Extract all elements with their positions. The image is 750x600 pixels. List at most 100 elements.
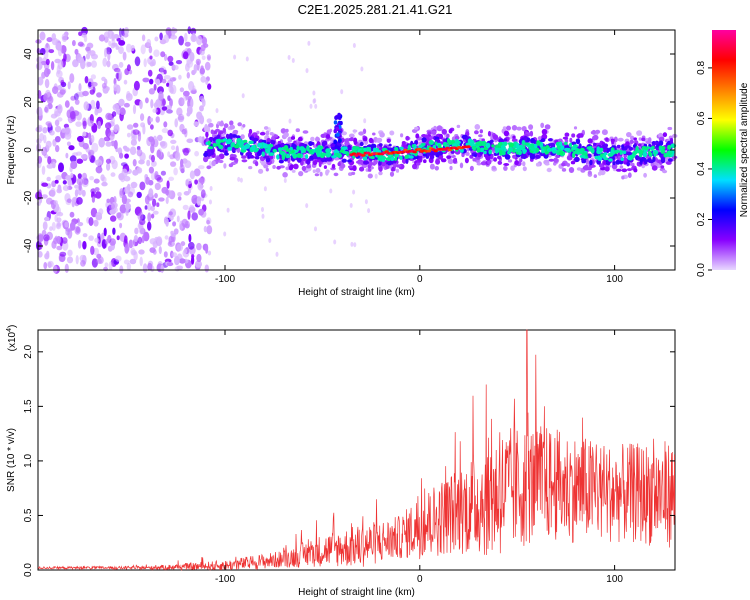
spectrogram-cell bbox=[153, 83, 157, 91]
spectrogram-cell bbox=[112, 227, 116, 235]
spectrogram-cell bbox=[275, 251, 279, 257]
spectrogram-cell bbox=[594, 155, 599, 160]
spectrogram-cell bbox=[147, 69, 153, 77]
spectrogram-cell bbox=[119, 27, 122, 38]
spectrogram-cell bbox=[575, 138, 581, 145]
spectrogram-cell bbox=[207, 56, 211, 61]
spectrogram-cell bbox=[110, 42, 116, 49]
spectrogram-cell bbox=[579, 154, 586, 159]
spectrogram-cell bbox=[561, 168, 567, 172]
spectrogram-cell bbox=[57, 184, 62, 192]
spectrogram-cell bbox=[177, 113, 185, 123]
spectrogram-cell bbox=[277, 140, 282, 146]
spectrogram-cell bbox=[46, 197, 53, 205]
spectrogram-cell bbox=[227, 139, 233, 143]
spectrogram-cell bbox=[186, 72, 190, 79]
spectrogram-cell bbox=[572, 152, 576, 159]
spectrogram-cell bbox=[474, 130, 479, 135]
spectrogram-cell bbox=[216, 156, 221, 161]
spectrogram-cell bbox=[156, 202, 160, 207]
spectrogram-cell bbox=[545, 145, 550, 149]
spectrogram-cell bbox=[149, 61, 155, 66]
spectrogram-cell bbox=[365, 151, 371, 155]
spectrogram-cell bbox=[290, 136, 296, 140]
spectrogram-cell bbox=[166, 262, 174, 267]
spectrogram-cell bbox=[154, 182, 161, 191]
spectrogram-cell bbox=[354, 146, 360, 150]
spectrogram-cell bbox=[141, 235, 145, 244]
spectrogram-cell bbox=[639, 158, 644, 163]
spectrogram-cell bbox=[174, 255, 180, 266]
spectrogram-cell bbox=[189, 52, 195, 62]
spectrogram-cell bbox=[199, 105, 204, 112]
figure-title: C2E1.2025.281.21.41.G21 bbox=[297, 2, 453, 17]
spectrogram-cell bbox=[333, 120, 338, 125]
spectrogram-cell bbox=[368, 160, 373, 167]
spectrogram-cell bbox=[36, 106, 43, 116]
spectrogram-cell bbox=[269, 132, 274, 136]
spectrogram-cell bbox=[386, 138, 391, 143]
spectrogram-cell bbox=[113, 124, 119, 133]
spectrogram-cell bbox=[228, 133, 233, 139]
spectrogram-cell bbox=[476, 148, 481, 153]
spectrogram-cell bbox=[659, 147, 663, 151]
spectrogram-cell bbox=[62, 180, 67, 185]
spectrogram-cell bbox=[503, 130, 510, 137]
spectrogram-cell bbox=[644, 146, 649, 151]
spectrogram-cell bbox=[421, 137, 427, 143]
spectrogram-cell bbox=[90, 134, 95, 144]
spectrogram-cell bbox=[376, 137, 383, 142]
y-tick-label: 20 bbox=[23, 96, 34, 108]
spectrogram-cell bbox=[265, 148, 271, 154]
spectrogram-cell bbox=[452, 143, 457, 148]
spectrogram-cell bbox=[188, 233, 192, 243]
spectrogram-cell bbox=[219, 149, 225, 153]
spectrogram-cell bbox=[306, 145, 310, 152]
spectrogram-cell bbox=[107, 51, 111, 61]
spectrogram-cell bbox=[39, 31, 46, 41]
spectrogram-cell bbox=[52, 139, 57, 147]
spectrogram-cell bbox=[503, 163, 510, 166]
spectrogram-cell bbox=[44, 106, 49, 113]
spectrogram-cell bbox=[119, 222, 123, 229]
spectrogram-cell bbox=[93, 219, 99, 227]
x-tick-label: 100 bbox=[606, 274, 623, 285]
colorbar: 0.0 0.2 0.4 0.6 0.8 Normalized spectral ampl… bbox=[696, 30, 750, 277]
spectrogram-cell bbox=[184, 224, 190, 229]
spectrogram-cell bbox=[606, 160, 611, 166]
spectrogram-cell bbox=[522, 166, 527, 172]
spectrogram-cell bbox=[139, 211, 144, 221]
spectrogram-cell bbox=[94, 187, 100, 192]
spectrogram-cell bbox=[427, 131, 432, 135]
spectrogram-cell bbox=[196, 35, 203, 46]
spectrogram-cell bbox=[54, 214, 58, 222]
spectrogram-cell bbox=[134, 227, 139, 235]
spectrogram-cell bbox=[593, 142, 597, 146]
spectrogram-cell bbox=[367, 208, 371, 214]
spectrogram-cell bbox=[645, 140, 652, 145]
spectrogram-cell bbox=[497, 160, 503, 165]
spectrogram-cell bbox=[514, 149, 519, 152]
spectrogram-cell bbox=[539, 152, 546, 157]
spectrogram-cell bbox=[222, 127, 226, 133]
spectrogram-cell bbox=[362, 137, 368, 142]
spectrogram-cell bbox=[172, 221, 177, 227]
spectrogram-cell bbox=[355, 143, 361, 148]
spectrogram-cell bbox=[228, 163, 234, 168]
spectrogram-cell bbox=[168, 211, 173, 216]
spectrogram-cell bbox=[142, 124, 146, 135]
spectrogram-cell bbox=[553, 157, 558, 163]
spectrogram-cell bbox=[272, 148, 278, 153]
spectrogram-cell bbox=[251, 144, 256, 151]
spectrogram-cell bbox=[473, 154, 477, 157]
spectrogram-cell bbox=[399, 155, 403, 160]
spectrogram-cell bbox=[95, 159, 103, 167]
spectrogram-cell bbox=[43, 93, 48, 102]
spectrogram-cell bbox=[42, 221, 48, 231]
spectrogram-cell bbox=[41, 165, 46, 175]
spectrogram-cell bbox=[55, 223, 62, 230]
spectrogram-cell bbox=[448, 141, 454, 145]
spectrogram-cell bbox=[123, 259, 130, 265]
x-tick-label: 100 bbox=[606, 574, 623, 585]
spectrogram-cell bbox=[330, 143, 336, 148]
